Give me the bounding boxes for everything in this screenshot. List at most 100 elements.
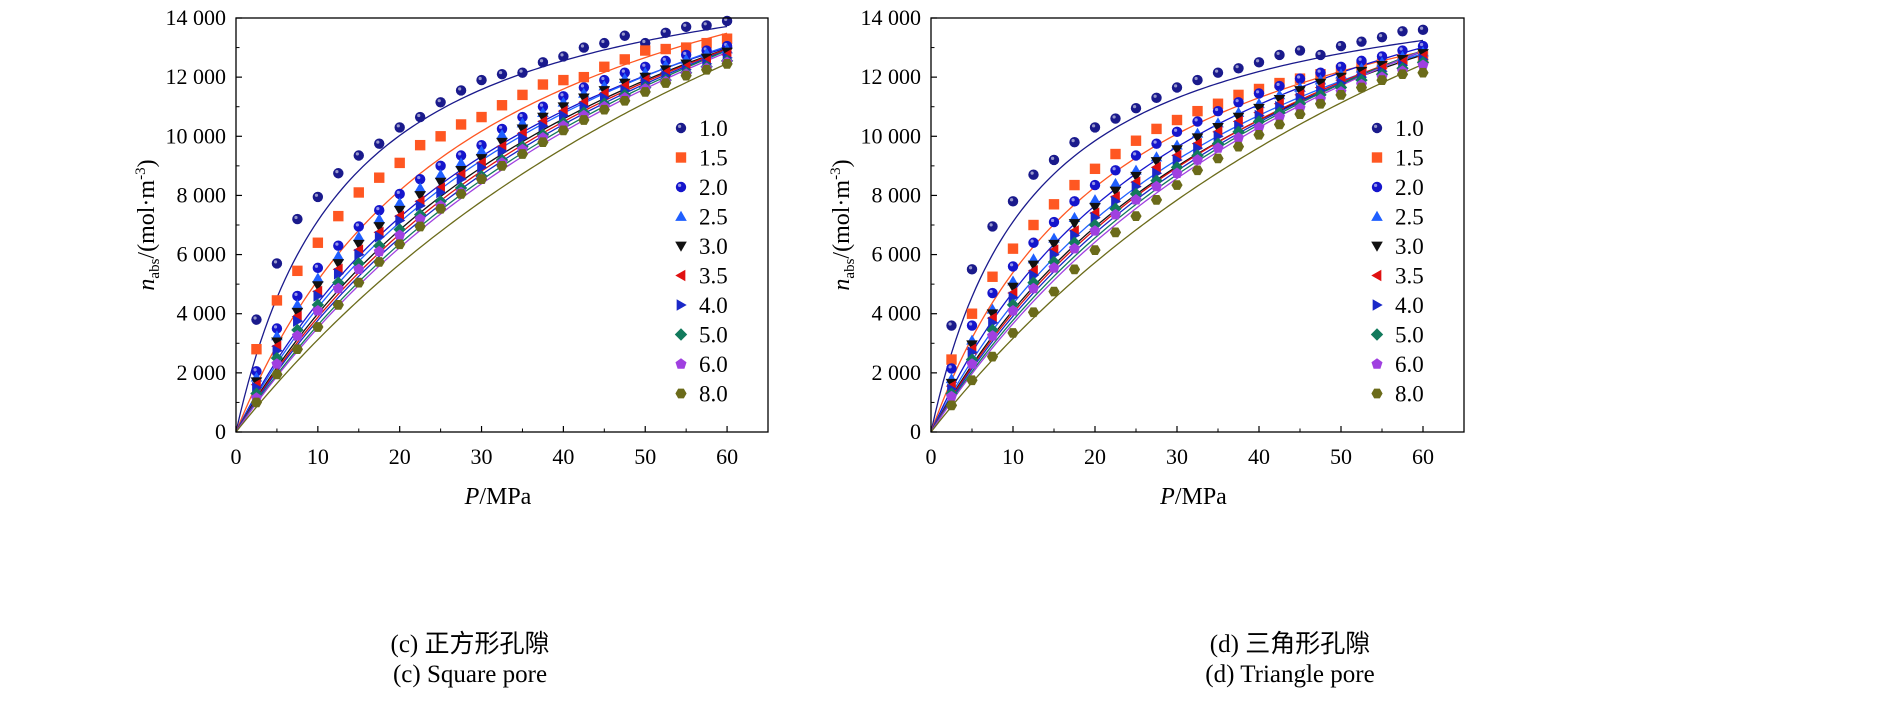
data-point (393, 223, 406, 236)
data-point-shine (642, 63, 646, 67)
data-point (1294, 45, 1306, 56)
data-point (1314, 78, 1327, 89)
data-point-shine (621, 32, 625, 36)
legend-label: 5.0 (1395, 323, 1424, 348)
data-point (1069, 196, 1080, 207)
data-point (414, 139, 426, 151)
data-point (1027, 282, 1040, 294)
data-point-shine (314, 264, 319, 268)
legend-label: 6.0 (1395, 352, 1424, 377)
data-point (291, 330, 303, 341)
data-point (312, 281, 324, 292)
data-point-shine (417, 175, 421, 180)
data-point (1212, 67, 1224, 78)
data-point (1233, 63, 1244, 74)
x-axis-label: P/MPa (1159, 484, 1227, 510)
data-point (1089, 163, 1101, 175)
data-point (434, 177, 447, 188)
legend-marker (1371, 269, 1382, 282)
legend-marker (675, 181, 687, 193)
legend-marker (676, 299, 687, 311)
data-point (578, 115, 590, 125)
data-point-shine (396, 190, 400, 194)
data-point-shine (1338, 42, 1342, 47)
data-point-shine (1215, 107, 1219, 112)
legend-marker (1371, 358, 1383, 369)
data-point (312, 304, 324, 316)
data-point (558, 51, 569, 62)
data-point (292, 213, 303, 225)
data-point (1171, 126, 1183, 138)
data-point (496, 137, 508, 148)
data-point (1417, 67, 1429, 78)
data-point (353, 263, 365, 275)
data-point (1109, 227, 1122, 238)
data-point (1151, 92, 1162, 104)
data-point-shine (1317, 69, 1321, 73)
data-point (352, 239, 365, 250)
data-point (966, 358, 978, 369)
x-tick-label: 50 (634, 444, 656, 469)
y-tick-label: 14 000 (861, 5, 922, 30)
data-point (701, 64, 713, 75)
data-point (1171, 82, 1183, 93)
data-point (332, 282, 344, 294)
data-point (1335, 90, 1347, 100)
data-point-shine (1153, 140, 1157, 144)
series-3-5 (250, 49, 732, 391)
data-point-shine (1379, 34, 1383, 38)
data-point (721, 15, 733, 27)
data-point (455, 165, 467, 176)
data-point (456, 173, 467, 185)
data-point (967, 346, 978, 358)
data-point (1089, 194, 1101, 205)
data-point (1233, 89, 1244, 101)
data-point (1171, 114, 1183, 126)
data-point (414, 182, 426, 193)
series-8-0 (250, 58, 733, 408)
x-tick-label: 60 (716, 444, 738, 469)
data-point-shine (478, 141, 482, 146)
data-point (333, 240, 344, 251)
data-point (373, 222, 386, 233)
data-point (251, 344, 262, 355)
data-point-shine (1256, 90, 1260, 94)
data-point-shine (1358, 57, 1362, 61)
series-5-0 (945, 56, 1430, 400)
data-point (557, 125, 569, 136)
data-point (415, 199, 426, 212)
data-point (496, 68, 508, 80)
chart-panel-right: 0 10 20 30 40 50 60 0 2 000 4 000 6 000 8 000 10 000… (828, 5, 1465, 510)
data-point (516, 149, 529, 159)
legend-marker (1372, 299, 1383, 311)
data-point (537, 112, 549, 123)
series-1-0 (946, 24, 1429, 331)
data-point-shine (294, 292, 298, 296)
data-point-shine (1133, 152, 1137, 156)
fit-line-4-0 (930, 50, 1424, 433)
data-point (1294, 109, 1306, 119)
data-point (435, 131, 446, 142)
series-1-5 (251, 33, 733, 355)
data-point (1109, 208, 1122, 220)
data-point (1007, 261, 1019, 272)
data-point (559, 109, 570, 122)
y-tick-label: 4 000 (872, 301, 922, 326)
fit-line-5-0 (930, 49, 1424, 433)
x-tick-label: 0 (926, 444, 937, 469)
data-point (1376, 32, 1388, 43)
data-point (966, 320, 978, 331)
data-point-shine (683, 23, 687, 27)
data-point-shine (948, 365, 952, 369)
legend-marker (1371, 388, 1383, 399)
legend-label: 1.5 (699, 146, 728, 171)
data-point (1417, 24, 1429, 36)
data-point (1028, 237, 1039, 248)
fit-line-2-5 (930, 52, 1424, 433)
fit-line-8-0 (930, 63, 1424, 433)
data-point (1192, 105, 1203, 117)
y-tick-label: 8 000 (177, 182, 227, 207)
data-point (1130, 135, 1142, 146)
data-point (354, 248, 365, 261)
